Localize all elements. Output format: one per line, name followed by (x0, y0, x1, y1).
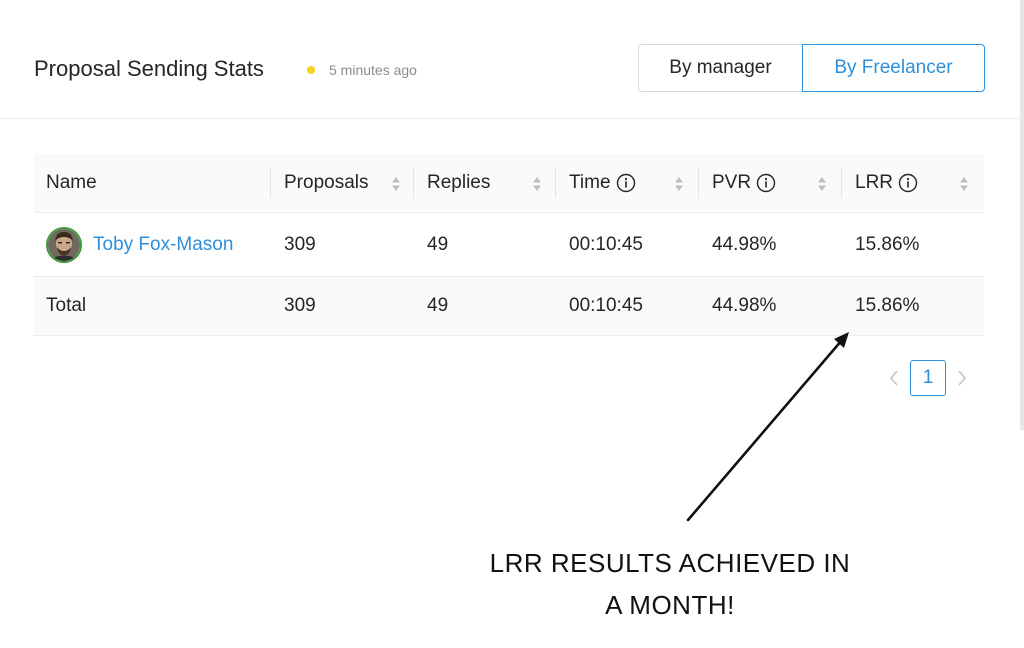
total-replies-value: 49 (427, 295, 449, 316)
column-header-proposals[interactable]: Proposals (284, 154, 414, 212)
column-proposals-label: Proposals (284, 172, 369, 193)
column-divider (555, 168, 556, 198)
column-header-pvr[interactable]: PVR (712, 154, 842, 212)
sort-proposals-icon[interactable] (391, 174, 401, 194)
pagination: 1 (884, 360, 972, 396)
info-circle-icon[interactable] (898, 173, 918, 193)
column-pvr-label: PVR (712, 172, 752, 193)
page-title: Proposal Sending Stats (34, 56, 264, 81)
chevron-left-icon (889, 370, 898, 386)
avatar[interactable] (46, 226, 82, 263)
by-freelancer-button[interactable]: By Freelancer (802, 44, 985, 92)
proposals-value: 309 (284, 233, 316, 255)
total-label: Total (46, 295, 87, 316)
by-manager-button[interactable]: By manager (638, 44, 802, 92)
column-divider (698, 168, 699, 198)
total-proposals-value: 309 (284, 295, 316, 316)
column-time-label: Time (569, 172, 611, 193)
pvr-value: 44.98% (712, 233, 777, 255)
previous-page-button[interactable] (884, 360, 904, 396)
chevron-right-icon (958, 370, 967, 386)
column-header-name[interactable]: Name (46, 154, 270, 212)
sort-lrr-icon[interactable] (959, 174, 969, 194)
total-time-value: 00:10:45 (569, 295, 643, 316)
column-divider (413, 168, 414, 198)
info-circle-icon[interactable] (616, 173, 636, 193)
column-header-time[interactable]: Time (569, 154, 699, 212)
lrr-value: 15.86% (855, 233, 920, 255)
column-divider (841, 168, 842, 198)
column-replies-label: Replies (427, 172, 491, 193)
annotation-line-2: A MONTH! (605, 590, 735, 620)
page-1-button[interactable]: 1 (910, 360, 946, 396)
column-header-replies[interactable]: Replies (427, 154, 557, 212)
sort-pvr-icon[interactable] (817, 174, 827, 194)
table-row: Toby Fox-Mason 309 49 00:10:45 44.98% 15… (34, 213, 984, 277)
sort-time-icon[interactable] (674, 174, 684, 194)
column-name-label: Name (46, 172, 97, 193)
table-header-row: Name Proposals Replies Time (34, 154, 984, 213)
total-pvr-value: 44.98% (712, 295, 777, 316)
freelancer-cell: Toby Fox-Mason (46, 213, 270, 276)
last-updated-text: 5 minutes ago (329, 62, 417, 78)
annotation-line-1: LRR RESULTS ACHIEVED IN (489, 548, 851, 578)
annotation-text: LRR RESULTS ACHIEVED IN A MONTH! (460, 542, 880, 626)
freelancer-name-link[interactable]: Toby Fox-Mason (93, 233, 234, 255)
column-header-lrr[interactable]: LRR (855, 154, 980, 212)
total-lrr-value: 15.86% (855, 295, 920, 316)
stats-table: Name Proposals Replies Time (34, 154, 984, 336)
next-page-button[interactable] (952, 360, 972, 396)
table-total-row: Total 309 49 00:10:45 44.98% 15.86% (34, 277, 984, 336)
column-divider (270, 168, 271, 198)
sort-replies-icon[interactable] (532, 174, 542, 194)
view-toggle: By manager By Freelancer (638, 44, 985, 92)
replies-value: 49 (427, 233, 449, 255)
info-circle-icon[interactable] (756, 173, 776, 193)
status-dot-icon (307, 66, 315, 74)
time-value: 00:10:45 (569, 233, 643, 255)
page-header: Proposal Sending Stats 5 minutes ago By … (0, 0, 1020, 119)
right-edge-strip (1020, 0, 1024, 430)
column-lrr-label: LRR (855, 172, 894, 193)
